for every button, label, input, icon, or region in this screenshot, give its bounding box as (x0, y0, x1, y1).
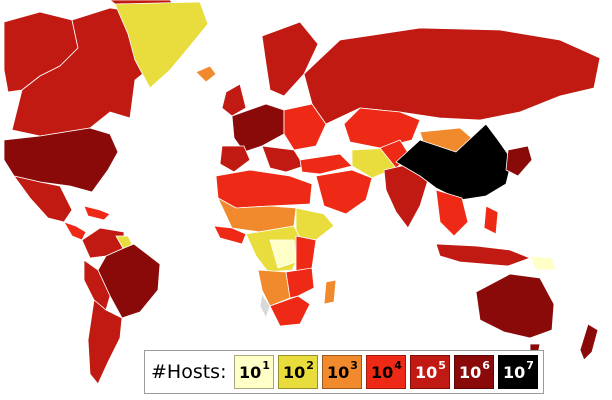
legend-swatch: 10 7 (498, 355, 539, 389)
region-mexico (13, 175, 73, 223)
region-north-africa (215, 169, 313, 209)
legend-swatch-base: 10 (503, 362, 526, 382)
legend-swatch-exponent: 7 (526, 358, 534, 372)
legend-swatch-base: 10 (327, 362, 350, 382)
legend-swatch-base: 10 (415, 362, 438, 382)
region-south-africa (269, 295, 311, 327)
region-mozambique-zimbabwe (285, 267, 315, 299)
legend-swatches: 10 1 10 2 10 3 10 4 10 5 10 6 10 7 (232, 355, 540, 389)
legend-swatch: 10 2 (278, 355, 319, 389)
legend-swatch-exponent: 2 (306, 358, 314, 372)
region-korea-japan (505, 145, 533, 177)
legend-title: #Hosts: (151, 361, 227, 383)
region-southern-africa-west (259, 293, 271, 319)
region-madagascar (323, 279, 337, 305)
region-caribbean (83, 205, 111, 221)
legend-swatch: 10 1 (234, 355, 275, 389)
region-italy-balkans (261, 145, 305, 173)
region-western-europe (231, 103, 285, 153)
region-china (395, 123, 513, 201)
region-new-guinea (529, 255, 557, 271)
legend-swatch-base: 10 (283, 362, 306, 382)
region-sahel (217, 197, 297, 233)
legend-swatch-exponent: 1 (262, 358, 270, 372)
region-indonesia (435, 243, 531, 267)
legend-swatch: 10 3 (322, 355, 363, 389)
legend-swatch: 10 6 (454, 355, 495, 389)
region-middle-east (315, 169, 373, 215)
legend-swatch-exponent: 5 (438, 358, 446, 372)
region-new-zealand (579, 323, 599, 361)
region-angola-namibia (257, 269, 291, 307)
legend-swatch-base: 10 (239, 362, 262, 382)
region-scandinavia (261, 21, 319, 97)
legend-swatch-base: 10 (371, 362, 394, 382)
legend-swatch-exponent: 4 (394, 358, 402, 372)
map-legend: #Hosts: 10 1 10 2 10 3 10 4 10 5 10 6 10 7 (144, 350, 545, 394)
legend-swatch: 10 5 (410, 355, 451, 389)
region-uk-ireland (221, 83, 247, 117)
legend-swatch-exponent: 6 (482, 358, 490, 372)
region-southeast-asia (435, 189, 469, 237)
region-west-africa (213, 225, 247, 245)
region-kazakhstan-central-asia (343, 107, 421, 149)
region-iberia (219, 145, 251, 173)
region-australia (475, 273, 555, 339)
legend-swatch: 10 4 (366, 355, 407, 389)
region-usa (3, 127, 119, 193)
region-philippines (483, 205, 499, 235)
region-turkey-caucasus (299, 153, 353, 175)
legend-swatch-exponent: 3 (350, 358, 358, 372)
region-iceland (195, 65, 217, 83)
region-greenland (114, 1, 209, 89)
region-horn-of-africa (295, 207, 335, 241)
region-central-america (63, 221, 87, 241)
region-east-africa (295, 235, 317, 273)
region-russia (303, 27, 601, 125)
legend-swatch-base: 10 (459, 362, 482, 382)
region-argentina-chile (87, 299, 123, 385)
